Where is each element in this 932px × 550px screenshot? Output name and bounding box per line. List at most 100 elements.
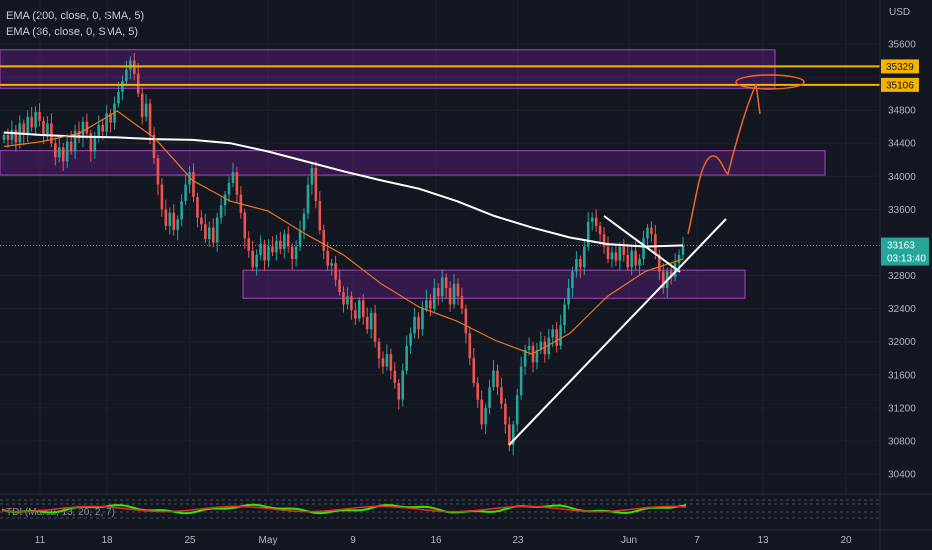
candle-body <box>125 69 128 82</box>
candle-body <box>626 254 630 268</box>
tdi-legend[interactable]: TDI (Marsu, 13, 20, 2, 7) <box>6 507 115 518</box>
candle-body <box>369 312 373 330</box>
candle-body <box>559 325 562 346</box>
candle-body <box>350 296 353 311</box>
ema200-legend[interactable]: EMA (200, close, 0, SMA, 5) <box>6 10 145 22</box>
ema200-line <box>3 131 684 248</box>
candle-body <box>255 254 258 268</box>
candle-body <box>354 310 357 319</box>
candle-body <box>606 246 610 259</box>
x-tick-label: 20 <box>840 535 852 546</box>
x-tick-label: 9 <box>350 535 356 546</box>
candle-body <box>65 141 69 162</box>
x-tick-label: 23 <box>512 535 524 546</box>
candle-body <box>223 194 227 206</box>
x-tick-label: 16 <box>430 535 442 546</box>
candle-body <box>204 224 207 240</box>
candle-body <box>211 227 215 243</box>
candle-body <box>310 168 314 185</box>
candle-body <box>101 125 104 132</box>
candle-body <box>555 329 558 346</box>
candle-body <box>207 227 211 240</box>
candle-body <box>50 123 53 144</box>
candle-body <box>586 221 590 247</box>
candle-body <box>243 212 247 239</box>
candle-body <box>677 254 681 264</box>
candle-body <box>38 111 41 121</box>
candle-body <box>42 120 45 135</box>
candle-body <box>286 234 290 247</box>
candle-body <box>594 217 598 226</box>
candle-body <box>306 184 310 214</box>
candle-body <box>409 333 412 346</box>
candle-body <box>377 341 381 359</box>
candle-body <box>389 354 393 371</box>
candle-body <box>661 271 665 288</box>
candle-body <box>263 244 266 261</box>
candle-body <box>622 246 626 255</box>
candle-body <box>22 123 26 135</box>
x-tick-label: 25 <box>184 535 196 546</box>
x-tick-label: 7 <box>694 535 700 546</box>
candle-body <box>322 230 326 251</box>
candle-body <box>476 383 480 400</box>
candle-body <box>298 230 302 247</box>
candle-body <box>571 271 574 288</box>
candle-body <box>346 296 349 305</box>
candle-body <box>393 370 397 384</box>
candle-body <box>54 143 57 158</box>
candle-body <box>508 424 511 446</box>
candle-body <box>511 424 515 446</box>
candle-body <box>500 387 503 404</box>
candle-body <box>547 337 551 355</box>
candle-body <box>519 366 523 396</box>
countdown-value: 03:13:40 <box>887 254 926 265</box>
candle-body <box>527 345 531 350</box>
y-tick-label: 34400 <box>888 139 916 150</box>
candle-body <box>109 113 112 123</box>
candle-body <box>590 217 594 222</box>
candle-body <box>235 172 239 195</box>
currency-label: USD <box>889 7 910 18</box>
y-tick-label: 32800 <box>888 271 916 282</box>
x-tick-label: 18 <box>101 535 113 546</box>
candle-body <box>638 259 641 266</box>
resistance-tag <box>881 59 919 74</box>
x-tick-label: 13 <box>757 535 769 546</box>
candle-body <box>196 196 199 218</box>
candle-body <box>77 130 81 139</box>
ema36-legend[interactable]: EMA (36, close, 0, SMA, 5) <box>6 26 139 38</box>
candle-body <box>413 316 416 334</box>
candle-body <box>117 91 120 104</box>
candle-body <box>6 134 10 140</box>
support-resistance-zone <box>242 269 746 299</box>
candle-body <box>492 370 495 388</box>
candle-body <box>73 130 77 152</box>
candle-body <box>515 395 519 425</box>
ascending-trendline <box>508 218 727 446</box>
candle-body <box>385 354 389 367</box>
y-tick-label: 31600 <box>888 370 916 381</box>
candle-body <box>275 240 278 253</box>
candle-body <box>89 133 93 152</box>
candle-body <box>460 296 464 309</box>
resistance-tag-label: 35329 <box>886 62 914 73</box>
candle-body <box>405 345 408 371</box>
candle-body <box>551 329 555 338</box>
candle-body <box>436 287 440 297</box>
candle-body <box>618 246 622 261</box>
candle-body <box>30 116 33 128</box>
candle-body <box>251 250 255 268</box>
candle-body <box>614 252 618 261</box>
candle-body <box>397 383 401 400</box>
candle-body <box>121 81 124 92</box>
candle-body <box>535 349 539 363</box>
candle-body <box>105 113 108 132</box>
candle-body <box>429 300 432 309</box>
candle-body <box>267 246 270 261</box>
candle-body <box>215 217 219 243</box>
candle-body <box>654 234 657 255</box>
x-tick-label: Jun <box>621 535 637 546</box>
target-ellipse <box>735 74 805 90</box>
